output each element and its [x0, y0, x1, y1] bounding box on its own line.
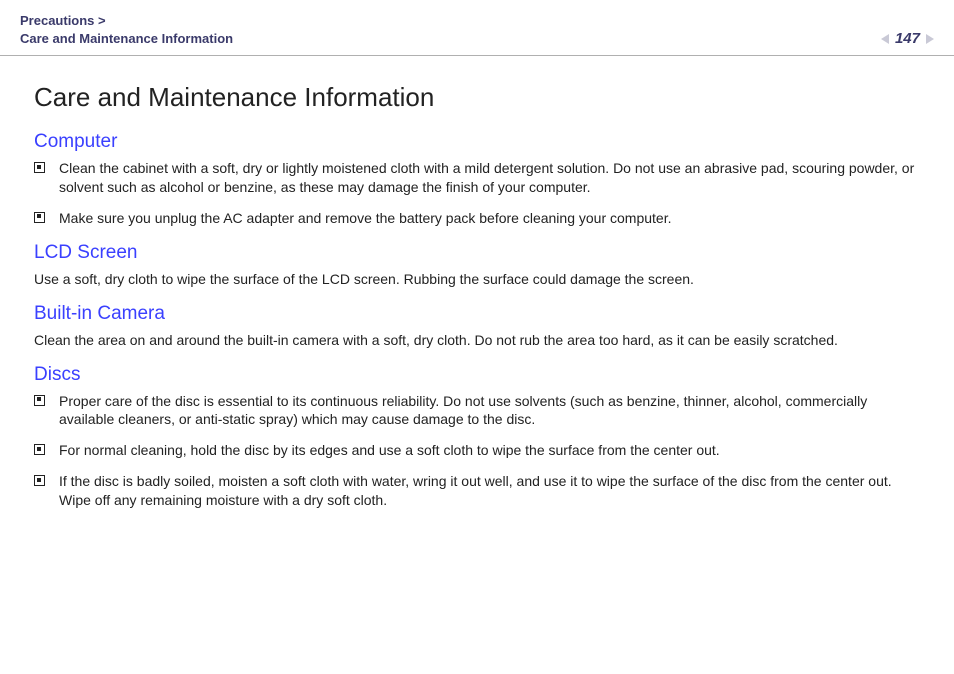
bullet-icon	[34, 395, 45, 406]
list-item: Make sure you unplug the AC adapter and …	[34, 209, 920, 228]
list-item-text: If the disc is badly soiled, moisten a s…	[59, 472, 920, 510]
breadcrumb-line-2: Care and Maintenance Information	[20, 30, 233, 48]
computer-list: Clean the cabinet with a soft, dry or li…	[34, 159, 920, 228]
list-item-text: Make sure you unplug the AC adapter and …	[59, 209, 671, 228]
list-item: Proper care of the disc is essential to …	[34, 392, 920, 430]
document-page: Precautions > Care and Maintenance Infor…	[0, 0, 954, 674]
list-item: If the disc is badly soiled, moisten a s…	[34, 472, 920, 510]
list-item-text: For normal cleaning, hold the disc by it…	[59, 441, 720, 460]
lcd-body: Use a soft, dry cloth to wipe the surfac…	[34, 270, 920, 289]
prev-page-arrow-icon[interactable]	[881, 34, 889, 44]
section-heading-camera: Built-in Camera	[34, 303, 920, 325]
page-number: 147	[895, 30, 920, 47]
bullet-icon	[34, 212, 45, 223]
list-item-text: Proper care of the disc is essential to …	[59, 392, 920, 430]
list-item: For normal cleaning, hold the disc by it…	[34, 441, 920, 460]
list-item-text: Clean the cabinet with a soft, dry or li…	[59, 159, 920, 197]
camera-body: Clean the area on and around the built-i…	[34, 331, 920, 350]
section-heading-lcd: LCD Screen	[34, 242, 920, 264]
bullet-icon	[34, 162, 45, 173]
breadcrumb-line-1: Precautions >	[20, 12, 233, 30]
next-page-arrow-icon[interactable]	[926, 34, 934, 44]
bullet-icon	[34, 475, 45, 486]
list-item: Clean the cabinet with a soft, dry or li…	[34, 159, 920, 197]
bullet-icon	[34, 444, 45, 455]
page-title: Care and Maintenance Information	[34, 82, 920, 113]
page-content: Care and Maintenance Information Compute…	[0, 56, 954, 542]
page-number-nav: 147	[881, 30, 934, 47]
section-heading-discs: Discs	[34, 364, 920, 386]
breadcrumb: Precautions > Care and Maintenance Infor…	[20, 12, 233, 47]
page-header: Precautions > Care and Maintenance Infor…	[0, 0, 954, 56]
section-heading-computer: Computer	[34, 131, 920, 153]
discs-list: Proper care of the disc is essential to …	[34, 392, 920, 510]
